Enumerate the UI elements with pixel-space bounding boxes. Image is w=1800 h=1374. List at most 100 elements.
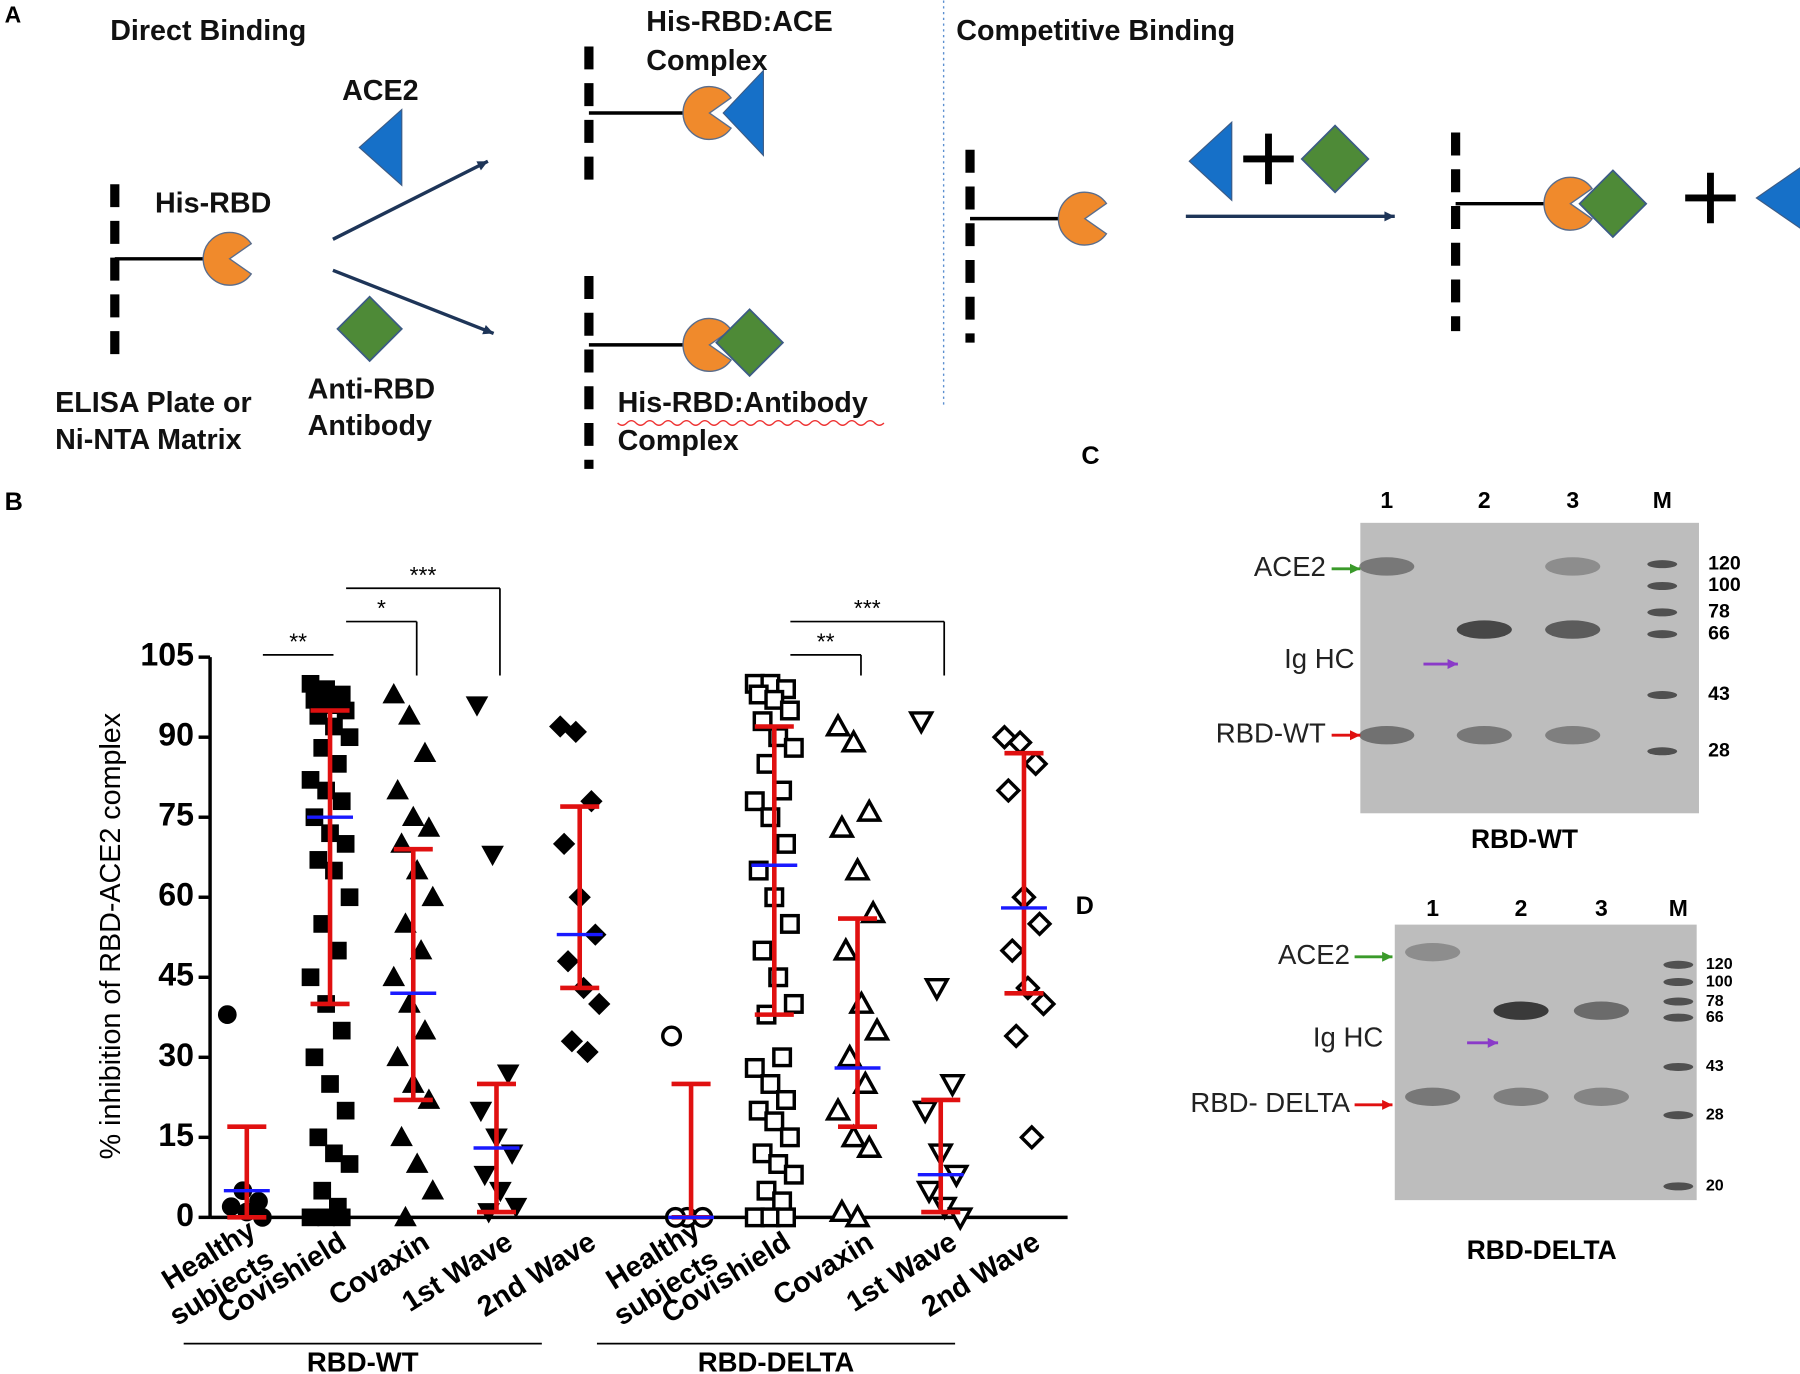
data-point [824, 1096, 852, 1121]
ace2-shape [358, 108, 403, 187]
mw-label: 66 [1708, 622, 1730, 644]
data-point [340, 1155, 359, 1173]
ladder-band [1663, 978, 1694, 987]
data-point [473, 1165, 497, 1187]
gel-band [1456, 726, 1512, 745]
data-point [305, 690, 324, 709]
arrow-head [1384, 211, 1395, 222]
band-label: ACE2 [1254, 551, 1326, 582]
mw-label: 120 [1706, 955, 1733, 973]
band-label: RBD- DELTA [1190, 1087, 1350, 1118]
data-point [382, 965, 406, 987]
data-point [1003, 1023, 1029, 1049]
data-point [332, 1021, 351, 1040]
spell-underline [617, 419, 885, 426]
data-point [394, 912, 417, 933]
lane-label: 2 [1478, 487, 1491, 513]
data-point [413, 741, 437, 763]
data-point [844, 856, 871, 881]
lane-label: M [1653, 487, 1672, 513]
data-point [923, 977, 951, 1002]
data-point [313, 1181, 332, 1200]
diagram-label: Ni-NTA Matrix [55, 424, 242, 456]
ace2-shape [722, 69, 764, 157]
data-point [409, 939, 433, 960]
gel-band [1456, 620, 1512, 639]
diagram-label: Antibody [308, 410, 432, 442]
gel-band [1359, 726, 1415, 745]
data-point [394, 1205, 417, 1227]
ace2-shape [1188, 120, 1233, 202]
y-tick-label: 60 [158, 877, 194, 913]
ladder-band [1663, 960, 1694, 969]
lane-label: M [1669, 895, 1688, 921]
mw-label: 78 [1708, 601, 1730, 623]
gel-band [1405, 942, 1461, 962]
y-tick-label: 30 [158, 1037, 194, 1073]
data-point [421, 885, 445, 907]
data-point [840, 1123, 867, 1148]
data-point [911, 1100, 939, 1125]
gel-band [1545, 620, 1601, 639]
band-label: Ig HC [1284, 643, 1354, 674]
sig-label: *** [410, 562, 437, 588]
arrow-head [1447, 659, 1458, 670]
arrow-head [1382, 1099, 1393, 1110]
data-point [783, 1164, 804, 1185]
diagram-title: Direct Binding [110, 15, 306, 47]
data-point [772, 1047, 793, 1068]
data-point [828, 814, 856, 838]
data-point [465, 696, 489, 717]
data-point [417, 816, 441, 837]
lane-label: 1 [1380, 487, 1393, 513]
data-point [832, 936, 860, 961]
sig-label: ** [817, 628, 835, 654]
data-point [305, 1048, 324, 1067]
data-point [217, 1005, 237, 1024]
ladder-band [1663, 1111, 1694, 1120]
data-point [332, 792, 351, 811]
sig-label: * [377, 595, 386, 621]
data-point [776, 833, 796, 854]
panel-label: A [5, 2, 22, 28]
ladder-band [1647, 560, 1678, 569]
ladder-band [1663, 1013, 1694, 1022]
data-point [386, 779, 409, 800]
group-label: RBD-WT [307, 1347, 419, 1374]
data-point [783, 993, 804, 1014]
mw-label: 28 [1706, 1105, 1724, 1123]
gel-band [1359, 557, 1415, 576]
data-point [421, 1179, 445, 1200]
band-label: RBD-WT [1216, 717, 1326, 748]
diagram [110, 46, 1800, 469]
y-tick-label: 45 [158, 957, 194, 993]
data-point [748, 1100, 769, 1121]
diagram-title: Competitive Binding [956, 15, 1235, 47]
ladder-band [1647, 747, 1678, 756]
ladder-band [1647, 608, 1678, 617]
data-point [939, 1073, 966, 1098]
data-point [661, 1025, 683, 1047]
ladder-band [1663, 997, 1694, 1006]
sig-label: *** [854, 595, 881, 621]
mw-label: 66 [1706, 1008, 1724, 1026]
ladder-band [1647, 630, 1678, 639]
data-point [336, 1101, 355, 1120]
data-point [915, 1180, 943, 1205]
panel-label: B [5, 488, 23, 516]
data-point [776, 1089, 796, 1110]
data-point [390, 1125, 413, 1147]
data-point [386, 1045, 409, 1067]
data-point [848, 990, 875, 1014]
data-point [552, 832, 576, 856]
data-point [764, 1111, 785, 1132]
lane-label: 2 [1515, 895, 1528, 921]
data-point [321, 1075, 339, 1093]
rbd [1057, 191, 1108, 246]
data-point [413, 1019, 437, 1040]
data-point [336, 835, 355, 853]
data-point [768, 1154, 789, 1174]
data-point [405, 859, 429, 880]
chart: 0 15 30 45 60 75 90 105 % inhibition of RBD-ACE2… [95, 562, 1068, 1374]
